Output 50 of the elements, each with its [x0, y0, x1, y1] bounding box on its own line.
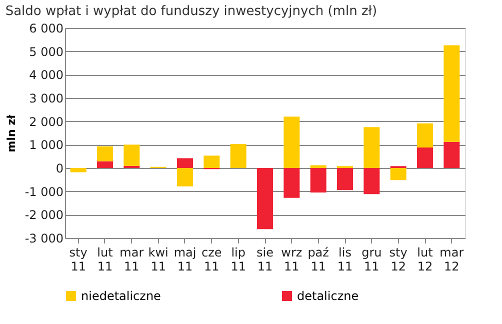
- bar: [417, 123, 433, 148]
- x-tick-label: lut 12: [417, 246, 434, 274]
- x-tick-label: lis 11: [337, 246, 353, 274]
- x-tick-label: gru 11: [362, 246, 382, 274]
- bar: [310, 168, 326, 192]
- y-axis-title: mln zł: [4, 114, 18, 152]
- y-tick-label: 6 000: [29, 22, 64, 36]
- x-tick-label: maj 11: [174, 246, 196, 274]
- x-tick-label: cze 11: [202, 246, 222, 274]
- y-tick-label: 0: [56, 162, 64, 176]
- bar: [444, 142, 460, 168]
- bar: [204, 156, 220, 168]
- bar: [310, 165, 326, 168]
- x-tick-label: wrz 11: [281, 246, 302, 274]
- x-tick-label: sie 11: [256, 246, 274, 274]
- x-tick-label: paź 11: [308, 246, 329, 274]
- y-tick-label: -3 000: [24, 232, 64, 246]
- y-tick-label: 4 000: [29, 68, 64, 82]
- bar: [444, 45, 460, 142]
- y-tick-label: 5 000: [29, 44, 64, 59]
- y-tick-label: 2 000: [29, 114, 64, 129]
- bar: [417, 147, 433, 168]
- bar: [390, 168, 406, 180]
- bar: [124, 144, 140, 166]
- bar: [284, 168, 300, 198]
- x-tick-label: mar 12: [440, 246, 464, 274]
- x-tick-label: kwi 11: [148, 246, 168, 274]
- y-tick-label: -1 000: [24, 184, 64, 199]
- bar: [177, 168, 193, 186]
- x-tick-label: sty 11: [69, 246, 88, 274]
- bar: [177, 158, 193, 168]
- bar: [337, 168, 353, 190]
- bar: [364, 127, 380, 168]
- bar: [97, 161, 113, 168]
- bar: [257, 168, 273, 230]
- bar: [364, 168, 380, 194]
- legend-label: detaliczne: [297, 289, 359, 303]
- x-tick-label: sty 12: [389, 246, 408, 274]
- y-tick-label: -2 000: [24, 208, 64, 222]
- x-tick-label: lut 11: [97, 246, 114, 274]
- x-tick-label: lip 11: [230, 246, 246, 274]
- x-tick-label: mar 11: [120, 246, 144, 274]
- y-tick-label: 1 000: [29, 138, 64, 152]
- legend-label: niedetaliczne: [81, 289, 161, 303]
- y-tick-label: 3 000: [29, 92, 64, 106]
- bar: [284, 116, 300, 168]
- bar: [70, 168, 86, 172]
- bar: [230, 144, 246, 168]
- bar: [97, 146, 113, 162]
- chart-title: Saldo wpłat i wypłat do funduszy inwestycyjnych (mln zł): [5, 4, 378, 19]
